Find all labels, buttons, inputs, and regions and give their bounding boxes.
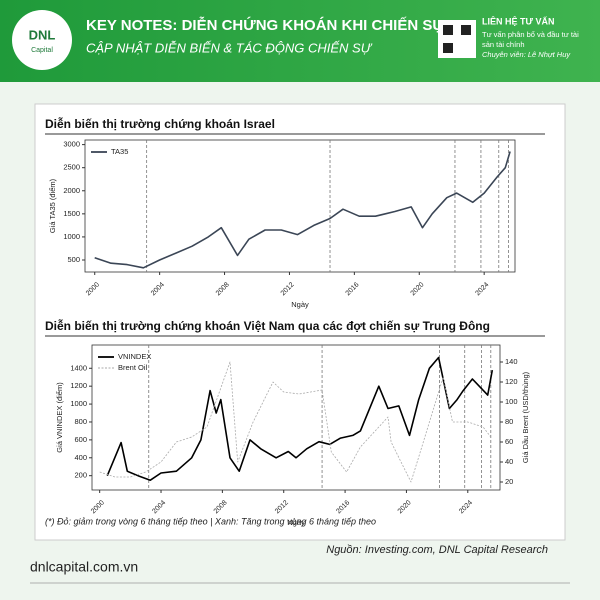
header-subtitle: CẬP NHẬT DIỄN BIẾN & TÁC ĐỘNG CHIẾN SỰ bbox=[86, 40, 373, 55]
logo-text: DNL bbox=[29, 27, 56, 42]
panel bbox=[34, 103, 566, 541]
y-tick-label: 2000 bbox=[63, 186, 80, 195]
contact-line: Tư vấn phân bổ và đầu tư tài bbox=[482, 30, 579, 39]
y-tick-label: 1500 bbox=[63, 209, 80, 218]
y2-tick-label: 40 bbox=[505, 457, 513, 466]
x-axis-label: Ngày bbox=[291, 300, 309, 309]
y-tick-label: 500 bbox=[67, 255, 80, 264]
y-tick-label: 3000 bbox=[63, 140, 80, 149]
logo bbox=[12, 10, 72, 70]
note: (*) Đỏ: giảm trong vòng 6 tháng tiếp the… bbox=[45, 516, 376, 526]
y2-tick-label: 100 bbox=[505, 397, 518, 406]
y-axis-label: Giá VNINDEX (điểm) bbox=[55, 382, 64, 453]
series-line bbox=[99, 361, 492, 483]
plot-area bbox=[84, 139, 516, 273]
legend-label: Brent Oil bbox=[118, 363, 148, 372]
contact-person: Chuyên viên: Lê Nhựt Huy bbox=[482, 50, 571, 59]
y-tick-label: 1400 bbox=[70, 363, 87, 372]
x-axis-label: Ngày bbox=[287, 518, 305, 527]
y-axis-label: Giá TA35 (điểm) bbox=[48, 178, 57, 233]
website: dnlcapital.com.vn bbox=[30, 559, 138, 575]
logo-sub: Capital bbox=[31, 47, 53, 54]
plot-area bbox=[91, 344, 501, 491]
contact-title: LIÊN HỆ TƯ VẤN bbox=[482, 15, 554, 26]
header-band bbox=[0, 0, 600, 82]
legend-label: VNINDEX bbox=[118, 352, 151, 361]
contact-line: sản tài chính bbox=[482, 40, 525, 49]
qr-corner bbox=[443, 25, 453, 35]
source: Nguồn: Investing.com, DNL Capital Resear… bbox=[326, 544, 548, 556]
chart-title: Diễn biến thị trường chứng khoán Việt Na… bbox=[45, 318, 490, 333]
series-line bbox=[106, 356, 494, 481]
y2-tick-label: 120 bbox=[505, 377, 518, 386]
y2-tick-label: 80 bbox=[505, 417, 513, 426]
chart-title: Diễn biến thị trường chứng khoán Israel bbox=[45, 116, 275, 131]
header-title: KEY NOTES: DIỄN CHỨNG KHOÁN KHI CHIẾN SỰ bbox=[86, 16, 445, 34]
qr-corner bbox=[461, 25, 471, 35]
y-tick-label: 600 bbox=[74, 435, 87, 444]
y2-tick-label: 60 bbox=[505, 437, 513, 446]
y2-axis-label: Giá Dầu Brent (USD/thùng) bbox=[521, 371, 530, 463]
y2-tick-label: 20 bbox=[505, 477, 513, 486]
qr-corner bbox=[443, 43, 453, 53]
y-tick-label: 400 bbox=[74, 453, 87, 462]
y-tick-label: 1000 bbox=[63, 232, 80, 241]
y-tick-label: 200 bbox=[74, 471, 87, 480]
legend-label: TA35 bbox=[111, 147, 128, 156]
series-line bbox=[94, 151, 511, 269]
y-tick-label: 2500 bbox=[63, 163, 80, 172]
y-tick-label: 800 bbox=[74, 417, 87, 426]
y-tick-label: 1200 bbox=[70, 381, 87, 390]
y2-tick-label: 140 bbox=[505, 357, 518, 366]
y-tick-label: 1000 bbox=[70, 399, 87, 408]
